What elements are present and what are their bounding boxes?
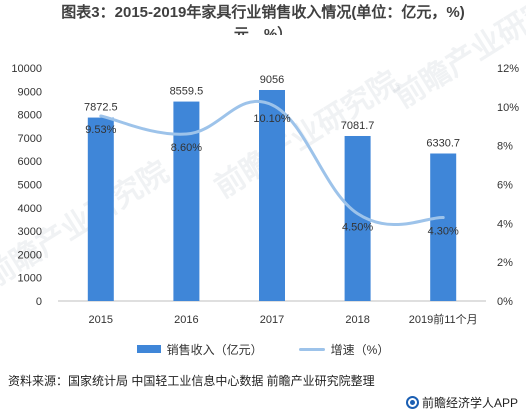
chart-title: 图表3：2015-2019年家具行业销售收入情况(单位：亿元，%) 元，%） (0, 2, 526, 35)
y-left-tick-label: 3000 (18, 226, 42, 238)
x-tick-label: 2018 (345, 314, 369, 326)
growth-value-label: 4.50% (342, 222, 373, 234)
y-left-tick-label: 1000 (18, 273, 42, 285)
legend-label-sales: 销售收入（亿元） (166, 342, 263, 357)
legend-bar-swatch (136, 345, 161, 353)
y-left-tick-label: 4000 (18, 203, 42, 215)
growth-value-label: 4.30% (428, 226, 459, 238)
y-right-tick-label: 6% (497, 180, 513, 192)
bar-value-label: 7081.7 (341, 120, 375, 132)
growth-value-label: 8.60% (171, 142, 202, 154)
growth-point (357, 213, 359, 215)
y-right-tick-label: 2% (497, 257, 513, 269)
y-right-tick-label: 8% (497, 141, 513, 153)
y-right-tick-label: 10% (497, 102, 519, 114)
growth-line-group (99, 99, 445, 226)
legend-label-growth: 增速（%） (330, 342, 390, 357)
chart-svg: 0 1000 2000 3000 4000 5000 6000 7000 8000 9000 100… (11, 63, 519, 326)
brand-name: 前瞻经济学人APP (421, 396, 518, 410)
x-tick-label: 2015 (89, 314, 113, 326)
legend-item-sales: 销售收入（亿元） (136, 341, 263, 358)
x-tick-label: 2019前11个月 (409, 312, 478, 326)
x-tick-label: 2017 (260, 314, 284, 326)
bar-value-label: 8559.5 (170, 86, 204, 98)
growth-point (442, 217, 444, 219)
sales-bar (430, 153, 457, 301)
y-left-tick-label: 9000 (18, 86, 42, 98)
legend: 销售收入（亿元） 增速（%） (0, 341, 526, 357)
legend-item-growth: 增速（%） (298, 341, 390, 358)
y-left-tick-label: 5000 (18, 180, 42, 192)
growth-point (271, 104, 273, 106)
bars (87, 89, 457, 302)
chart-title-line1: 图表3：2015-2019年家具行业销售收入情况(单位：亿元，%) (61, 4, 465, 21)
brand-footer: 前瞻经济学人APP (405, 394, 518, 411)
growth-point (185, 133, 187, 135)
y-left-tick-label: 10000 (11, 63, 42, 75)
brand-logo-icon (405, 396, 419, 409)
x-tick-label: 2016 (174, 314, 198, 326)
y-left-tick-label: 7000 (18, 133, 42, 145)
growth-value-label: 9.53% (85, 124, 116, 136)
axes: 0 1000 2000 3000 4000 5000 6000 7000 8000 9000 100… (11, 63, 519, 326)
bar-value-label: 7872.5 (84, 102, 118, 114)
chart-title-line2: 元，%） (233, 26, 293, 35)
data-labels: 7872.5 8559.5 9056 7081.7 6330.7 9.53% 8.60% 10… (84, 74, 460, 238)
y-right-tick-label: 0% (497, 296, 513, 308)
legend-line-swatch (298, 347, 325, 351)
y-right-tick-label: 12% (497, 63, 519, 75)
sales-bar (87, 117, 114, 302)
growth-value-label: 10.10% (253, 113, 291, 125)
source-note: 资料来源：国家统计局 中国轻工业信息中心数据 前瞻产业研究院整理 (8, 374, 375, 388)
y-left-tick-label: 0 (36, 296, 42, 308)
y-right-tick-label: 4% (497, 218, 513, 230)
sales-bar (259, 89, 285, 301)
bar-value-label: 9056 (260, 74, 284, 86)
growth-point (100, 115, 102, 117)
y-left-tick-label: 6000 (18, 156, 42, 168)
y-left-tick-label: 2000 (18, 249, 42, 261)
bar-value-label: 6330.7 (426, 137, 460, 149)
y-left-tick-label: 8000 (18, 110, 42, 122)
